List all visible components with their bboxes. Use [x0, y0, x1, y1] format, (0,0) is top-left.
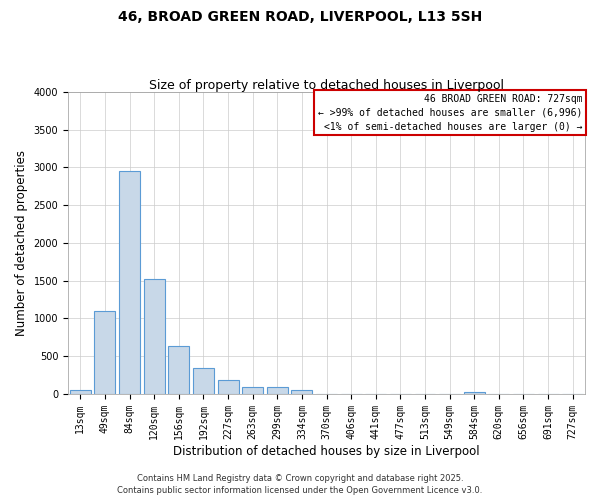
- Bar: [119, 172, 140, 394]
- Text: 46, BROAD GREEN ROAD, LIVERPOOL, L13 5SH: 46, BROAD GREEN ROAD, LIVERPOOL, L13 5SH: [118, 10, 482, 24]
- Text: 46 BROAD GREEN ROAD: 727sqm
← >99% of detached houses are smaller (6,996)
<1% of: 46 BROAD GREEN ROAD: 727sqm ← >99% of de…: [318, 94, 583, 132]
- X-axis label: Distribution of detached houses by size in Liverpool: Distribution of detached houses by size …: [173, 444, 480, 458]
- Y-axis label: Number of detached properties: Number of detached properties: [15, 150, 28, 336]
- Text: Contains HM Land Registry data © Crown copyright and database right 2025.
Contai: Contains HM Land Registry data © Crown c…: [118, 474, 482, 495]
- Bar: [144, 279, 164, 394]
- Title: Size of property relative to detached houses in Liverpool: Size of property relative to detached ho…: [149, 79, 504, 92]
- Bar: [70, 390, 91, 394]
- Bar: [464, 392, 485, 394]
- Bar: [169, 346, 189, 394]
- Bar: [94, 311, 115, 394]
- Bar: [292, 390, 313, 394]
- Bar: [242, 387, 263, 394]
- Bar: [193, 368, 214, 394]
- Bar: [267, 387, 288, 394]
- Bar: [218, 380, 239, 394]
